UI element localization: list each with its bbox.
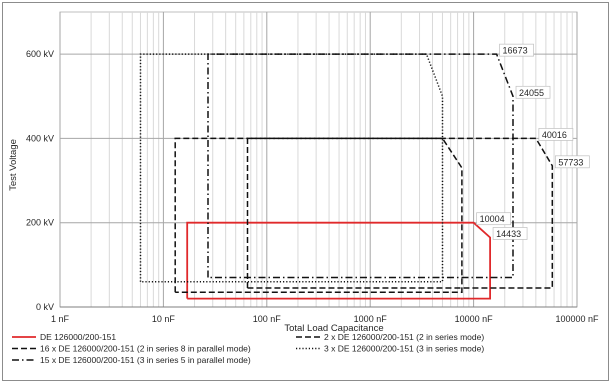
x-tick-label: 1 nF [51,314,70,324]
y-tick-label: 0 kV [36,302,54,312]
x-tick-label: 100000 nF [555,314,599,324]
y-axis-title: Test Voltage [8,139,19,191]
series-3-line [174,137,463,294]
grid [59,11,578,308]
series-group [139,53,554,300]
annotation-box [515,85,551,99]
annotation-box [492,227,528,240]
legend-label-3: 16 x DE 126000/200-151 (2 in series 8 in… [40,344,251,354]
axes: 1 nF 10 nF 100 nF 1000 nF 10000 nF 100000 nF 0… [26,49,599,324]
series-1-line [186,221,492,300]
annotation-box [538,128,574,141]
series-5-line [207,53,514,279]
chart-frame [2,2,609,381]
annotation-label: 57733 [558,157,583,167]
legend-label-5: 15 x DE 126000/200-151 (3 in series 5 in… [40,355,251,365]
legend-label-2: 2 x DE 126000/200-151 (2 in series mode) [324,332,484,342]
legend: DE 126000/200-151 2 x DE 126000/200-151 (… [12,332,484,365]
annotation-box [499,43,534,57]
annotation-label: 40016 [542,130,567,140]
annotation-box [554,155,590,169]
y-tick-label: 400 kV [26,133,54,143]
y-tick-label: 200 kV [26,218,54,228]
x-tick-label: 1000 nF [354,314,388,324]
annotations: 16673 24055 40016 57733 10004 14433 [476,43,590,240]
annotation-label: 16673 [503,46,528,56]
annotation-box [476,212,511,226]
x-tick-label: 10000 nF [455,314,494,324]
x-tick-label: 10 nF [152,314,176,324]
annotation-label: 14433 [496,229,521,239]
annotation-label: 10004 [480,214,505,224]
series-4-line [139,53,444,283]
legend-label-4: 3 x DE 126000/200-151 (3 in series mode) [324,344,484,354]
legend-label-1: DE 126000/200-151 [40,332,116,342]
annotation-label: 24055 [519,88,544,98]
x-axis-title: Total Load Capacitance [284,323,383,334]
x-tick-label: 100 nF [253,314,282,324]
y-tick-label: 600 kV [26,49,54,59]
series-2-line [246,137,554,289]
